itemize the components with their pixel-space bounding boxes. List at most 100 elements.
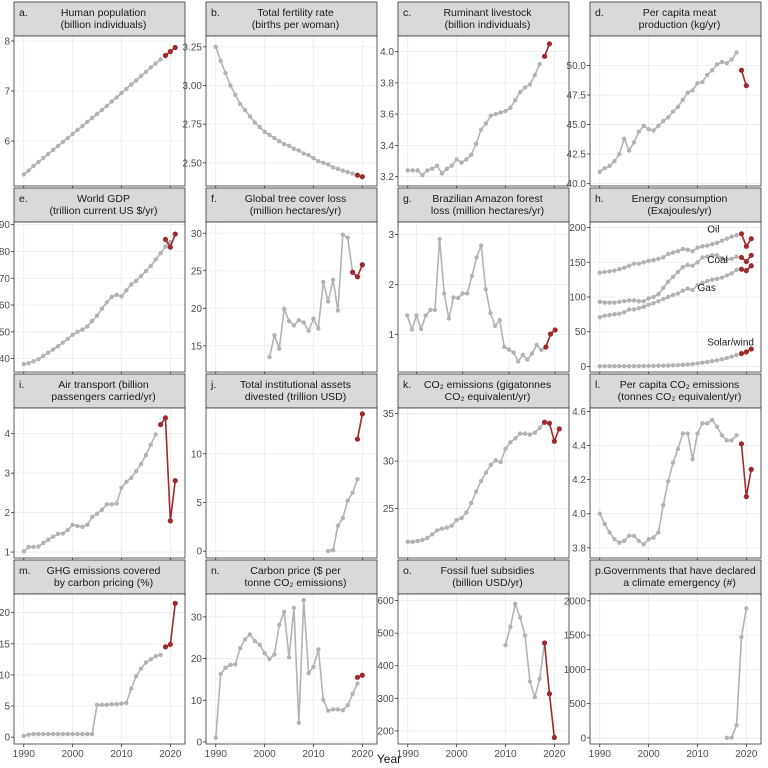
plot-frame: [205, 407, 378, 559]
data-point: [213, 44, 218, 50]
data-point: [247, 114, 253, 119]
series-label: Solar/wind: [707, 338, 754, 349]
panel-letter: p.: [595, 565, 604, 577]
data-point: [626, 263, 632, 268]
data-point: [597, 511, 602, 516]
data-point: [631, 298, 637, 303]
data-point: [420, 172, 425, 178]
data-point: [99, 702, 105, 707]
data-point: [449, 163, 454, 168]
data-point: [690, 248, 695, 254]
data-point: [335, 166, 341, 172]
y-tick-label: 5: [196, 498, 202, 509]
data-point: [163, 244, 168, 249]
data-point: [705, 421, 710, 426]
y-tick-label: 30: [191, 612, 203, 623]
data-point: [410, 168, 415, 173]
data-point: [527, 82, 533, 87]
plot-frame: [589, 407, 762, 559]
y-tick-label: 30: [383, 457, 395, 468]
y-tick-label: 0: [196, 547, 202, 558]
panel-c: c. Ruminant livestock(billion individuals…: [380, 1, 570, 189]
data-point: [124, 479, 129, 485]
series-label: Coal: [707, 255, 728, 266]
y-tick-label: 5: [4, 702, 10, 713]
recent-series-line: [740, 70, 748, 86]
data-point: [744, 606, 749, 611]
y-tick-label: 600: [377, 596, 394, 607]
data-point: [60, 531, 66, 536]
data-point: [661, 285, 666, 291]
panel-letter: m.: [19, 565, 31, 577]
data-point: [345, 703, 350, 708]
x-tick-label: 2020: [351, 749, 374, 760]
data-point: [143, 452, 149, 458]
data-point: [646, 302, 651, 307]
data-point: [513, 97, 518, 103]
panel-l: l. Per capita CO₂ emissions(tonnes CO₂ eq…: [572, 373, 762, 561]
plot-frame: [13, 221, 186, 373]
plot-background: [398, 222, 569, 372]
data-point: [685, 247, 690, 252]
data-point: [522, 85, 528, 90]
plot-background: [398, 408, 569, 558]
y-tick-label: 2: [4, 508, 10, 519]
data-point: [636, 538, 642, 544]
data-point: [233, 92, 238, 97]
data-point: [277, 622, 282, 628]
recent-data-point: [354, 274, 361, 280]
data-point: [724, 60, 729, 66]
y-tick-label: 3.8: [380, 78, 394, 89]
data-point: [680, 264, 686, 270]
data-point: [129, 475, 134, 481]
data-point: [60, 731, 66, 737]
recent-data-point: [546, 691, 553, 697]
plot-background: [206, 222, 377, 372]
data-point: [739, 634, 744, 640]
data-point: [213, 735, 218, 740]
panel-title-line: passengers carried/yr): [51, 391, 155, 403]
plot-frame: [13, 407, 186, 559]
data-point: [734, 267, 739, 273]
data-point: [80, 123, 85, 129]
data-point: [695, 361, 700, 366]
data-point: [483, 121, 489, 126]
panel-letter: g.: [403, 193, 412, 205]
data-point: [143, 69, 149, 75]
panel-o: o. Fossil fuel subsidies(billion USD/yr) 2…: [377, 559, 570, 760]
data-point: [656, 123, 661, 128]
data-point: [622, 310, 627, 315]
panel-h: h. Energy consumption(Exajoules/yr) Oil Coa…: [569, 187, 762, 375]
panel-letter: f.: [211, 193, 217, 205]
data-point: [418, 326, 424, 332]
recent-data-point: [748, 252, 754, 258]
panel-strip: [13, 187, 186, 223]
recent-data-point: [738, 254, 745, 261]
data-point: [734, 254, 739, 259]
recent-data-point: [738, 67, 745, 73]
data-point: [415, 538, 420, 544]
data-point: [464, 510, 469, 515]
data-point: [55, 731, 61, 737]
panel-title-line: Per capita meat: [643, 7, 717, 19]
data-point: [296, 720, 302, 725]
panel-title-line: CO₂ emissions (gigatonnes: [424, 379, 551, 391]
data-point: [709, 242, 715, 247]
data-point: [55, 344, 61, 349]
data-point: [247, 632, 253, 637]
panel-title-line: Global tree cover loss: [245, 193, 347, 205]
plot-background: [398, 594, 569, 744]
data-point: [153, 257, 158, 262]
y-tick-label: 30: [191, 229, 203, 240]
data-point: [410, 539, 415, 545]
data-point: [709, 253, 715, 258]
panel-title-line: Energy consumption: [632, 193, 728, 205]
y-tick-label: 2.50: [183, 158, 203, 169]
panel-title-line: GHG emissions covered: [47, 565, 161, 577]
y-tick-label: 2000: [564, 596, 587, 607]
recent-data-point: [556, 426, 562, 432]
panel-letter: d.: [595, 7, 604, 19]
y-tick-label: 4: [4, 429, 10, 440]
